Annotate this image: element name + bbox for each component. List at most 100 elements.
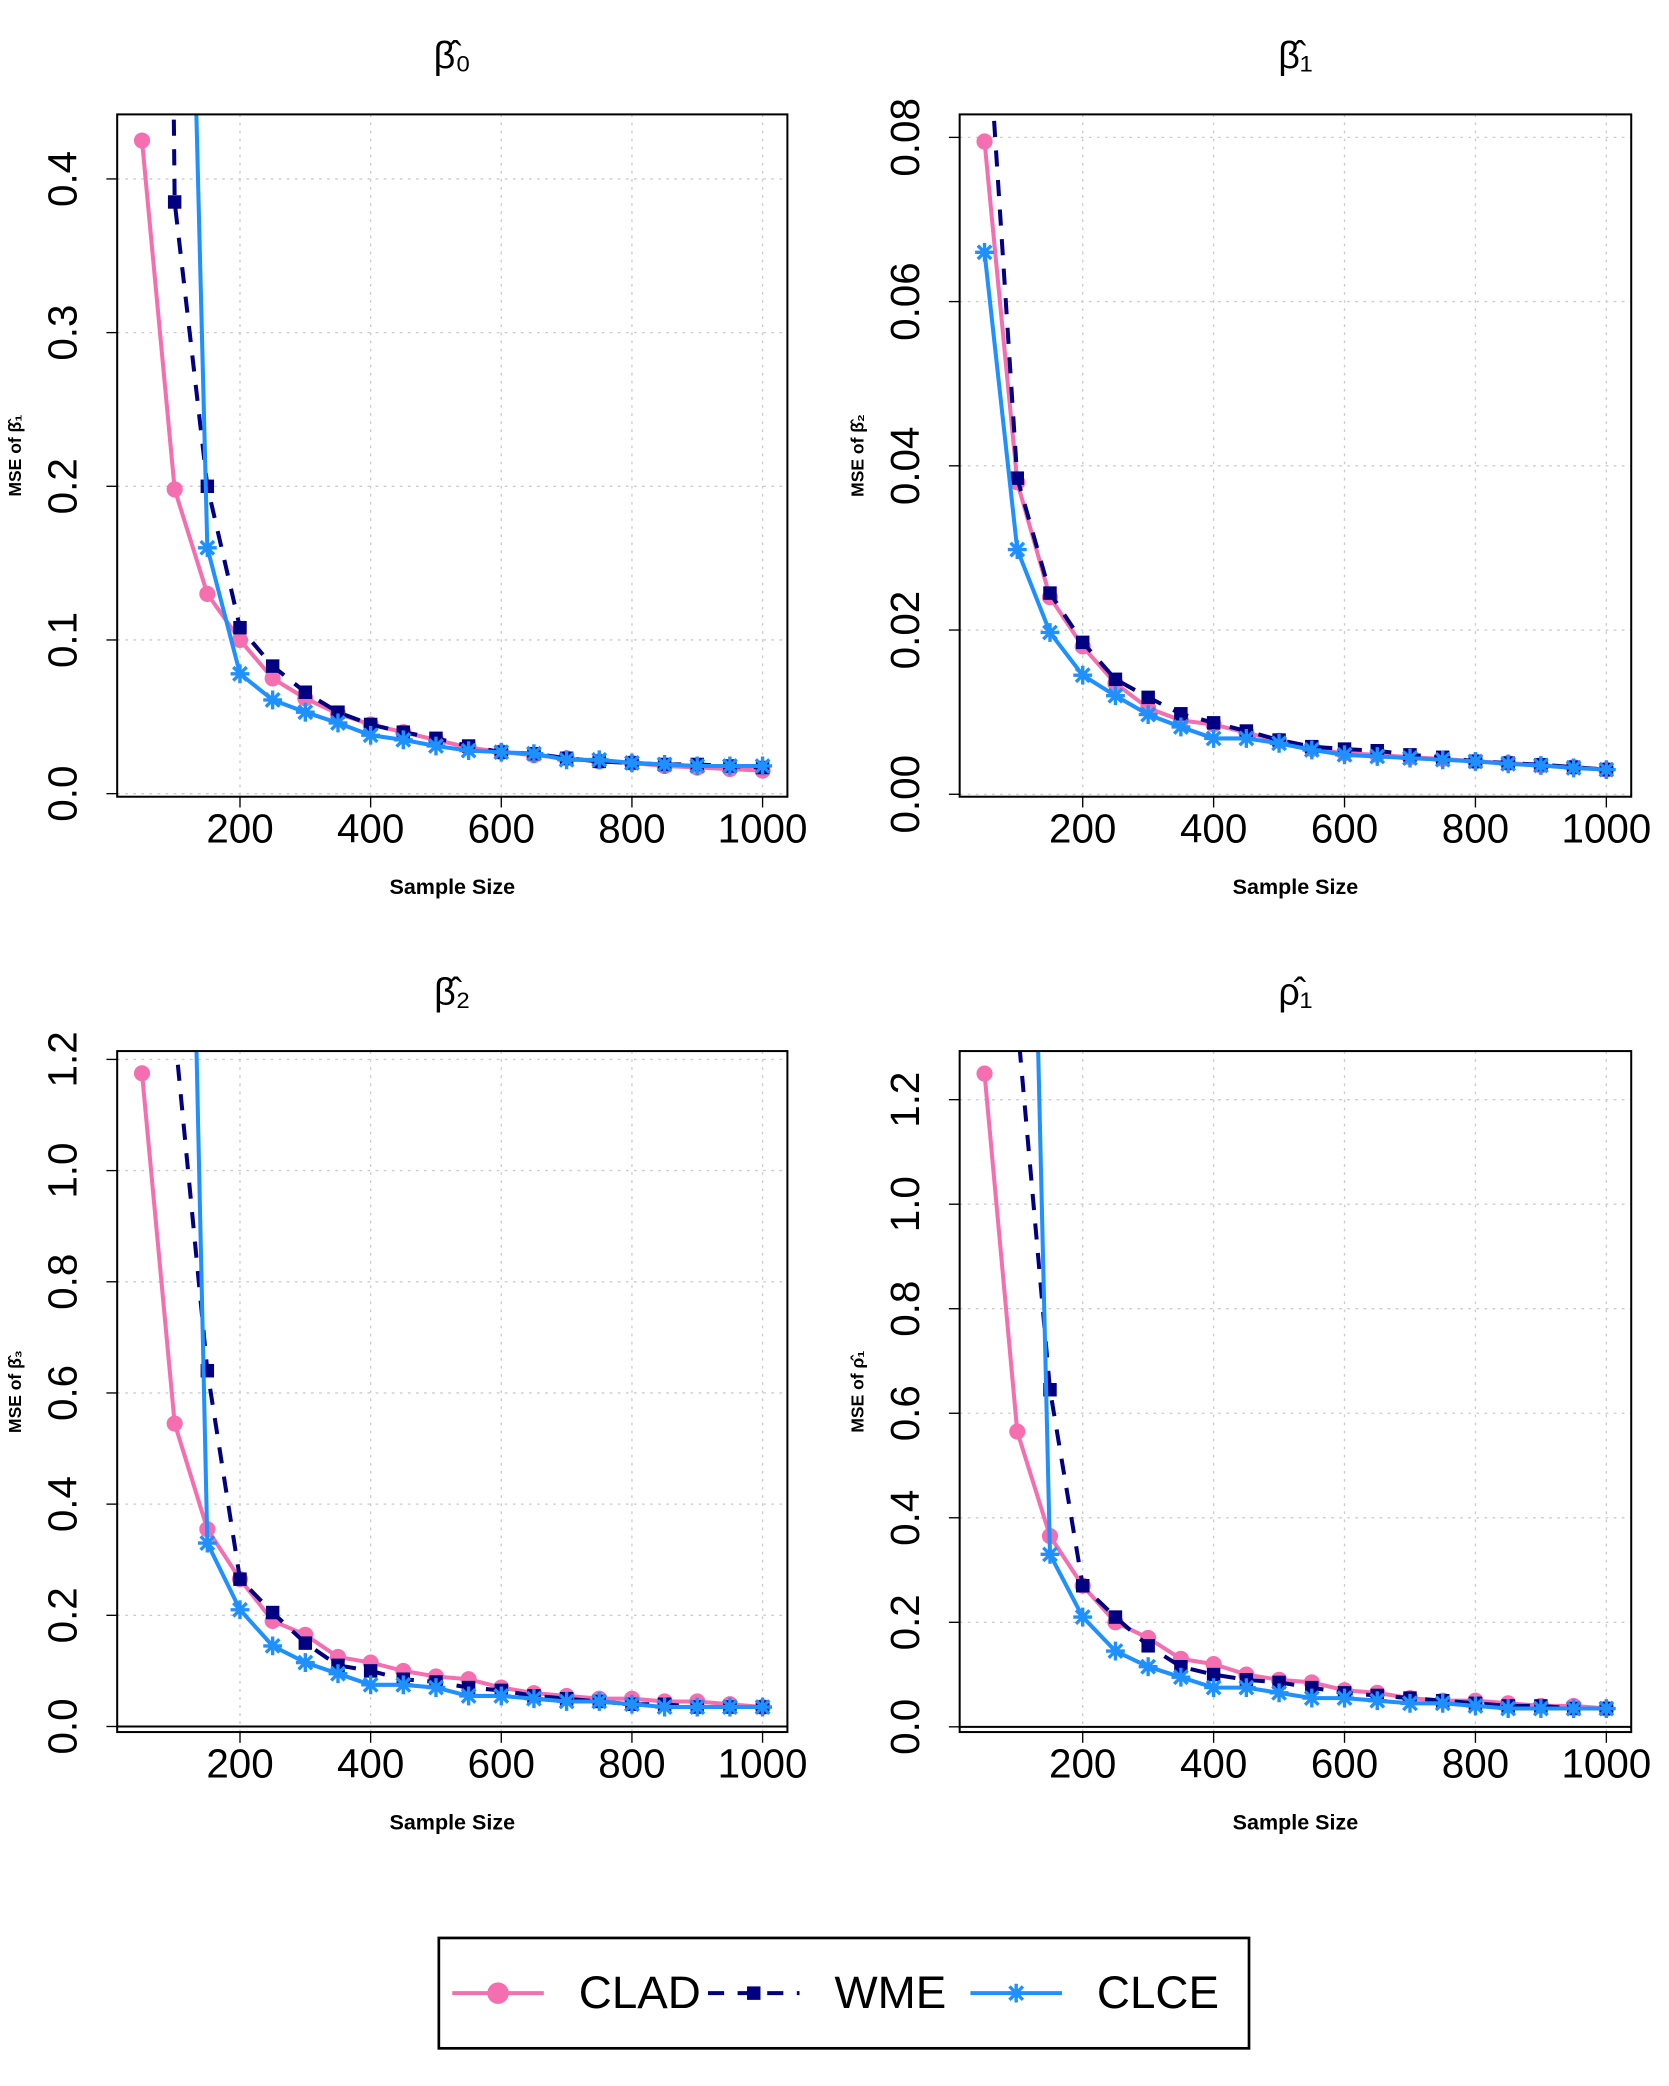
point bbox=[720, 756, 740, 776]
point bbox=[655, 1697, 675, 1717]
point bbox=[655, 755, 675, 774]
x-tick-label: 600 bbox=[1311, 1741, 1378, 1787]
point bbox=[1106, 1641, 1125, 1661]
point bbox=[1466, 751, 1485, 771]
y-axis-label: MSE of β̂₂ bbox=[847, 414, 867, 497]
point bbox=[1596, 1699, 1616, 1718]
point bbox=[363, 1664, 378, 1678]
y-tick-label: 0.0 bbox=[882, 1699, 928, 1755]
series-line bbox=[1036, 1051, 1607, 1711]
point bbox=[295, 702, 315, 722]
point bbox=[1106, 686, 1125, 706]
y-tick-label: 0.06 bbox=[882, 262, 928, 341]
point bbox=[1206, 1667, 1221, 1682]
point bbox=[720, 1697, 740, 1717]
y-axis-label: MSE of β̂₁ bbox=[5, 415, 25, 497]
series-line bbox=[982, 252, 1607, 772]
point bbox=[135, 52, 148, 65]
plot-frame bbox=[958, 1050, 1633, 1734]
point bbox=[1466, 1696, 1485, 1716]
plot-area bbox=[133, 114, 772, 779]
y-axis-label: MSE of β̂₃ bbox=[5, 1350, 25, 1433]
point bbox=[1174, 1659, 1188, 1674]
point bbox=[1305, 1680, 1319, 1695]
y-tick-label: 0.3 bbox=[40, 305, 86, 361]
point bbox=[1073, 1607, 1093, 1627]
y-tick-label: 0.0 bbox=[40, 1698, 86, 1754]
point bbox=[1204, 728, 1224, 748]
plot-frame bbox=[116, 1050, 789, 1734]
point bbox=[328, 713, 348, 733]
y-tick-label: 0.2 bbox=[40, 1587, 86, 1643]
point bbox=[133, 1065, 151, 1082]
point bbox=[589, 750, 609, 770]
x-tick-label: 1000 bbox=[718, 1741, 808, 1787]
legend-item: CLAD bbox=[452, 1967, 701, 2018]
y-tick-label: 0.2 bbox=[40, 458, 86, 514]
point bbox=[1075, 1578, 1090, 1593]
y-tick-label: 0.4 bbox=[40, 151, 86, 207]
point bbox=[1009, 1423, 1026, 1440]
series-line bbox=[991, 114, 1607, 772]
point bbox=[263, 1636, 283, 1656]
y-axis-label: MSE of ρ̂₁ bbox=[847, 1350, 867, 1432]
y-tick-label: 0.8 bbox=[40, 1254, 86, 1310]
point bbox=[1204, 1678, 1224, 1698]
x-tick-label: 200 bbox=[206, 805, 273, 851]
point bbox=[1043, 586, 1057, 600]
point bbox=[687, 1697, 707, 1717]
plot-area bbox=[133, 52, 772, 1717]
point bbox=[524, 1689, 544, 1709]
chart-title: β̂₂ bbox=[434, 971, 470, 1013]
y-tick-label: 0.4 bbox=[40, 1476, 86, 1532]
point bbox=[133, 132, 151, 149]
y-tick-label: 0.1 bbox=[40, 612, 86, 668]
point bbox=[1171, 717, 1191, 737]
x-axis-label: Sample Size bbox=[390, 1810, 516, 1834]
point bbox=[1564, 758, 1584, 778]
point bbox=[166, 481, 183, 498]
legend-label: WME bbox=[835, 1967, 947, 2018]
point bbox=[557, 1692, 577, 1711]
y-tick-label: 0.6 bbox=[882, 1385, 928, 1441]
x-tick-label: 800 bbox=[1442, 805, 1509, 851]
point bbox=[1269, 1683, 1289, 1703]
point bbox=[1302, 1688, 1322, 1708]
x-tick-label: 400 bbox=[1180, 805, 1247, 851]
y-tick-label: 0.8 bbox=[882, 1281, 928, 1337]
point bbox=[1367, 1691, 1387, 1711]
series-line bbox=[139, 1073, 763, 1710]
plot-frame bbox=[958, 113, 1633, 798]
point bbox=[331, 705, 345, 719]
point bbox=[1075, 635, 1090, 650]
point bbox=[524, 744, 544, 764]
y-tick-label: 1.2 bbox=[882, 1072, 928, 1128]
y-tick-label: 0.02 bbox=[882, 591, 928, 670]
point bbox=[1498, 754, 1518, 774]
point bbox=[1596, 760, 1616, 780]
legend-marker bbox=[747, 1986, 761, 2000]
x-tick-label: 200 bbox=[1049, 1741, 1116, 1787]
y-tick-label: 0.0 bbox=[40, 766, 86, 822]
chart-title: β̂₁ bbox=[1278, 34, 1312, 76]
point bbox=[1073, 665, 1093, 685]
point bbox=[1108, 672, 1123, 687]
point bbox=[393, 730, 413, 750]
chart-title: β̂₀ bbox=[434, 34, 471, 76]
point bbox=[1531, 756, 1551, 775]
point bbox=[426, 736, 446, 756]
x-axis-label: Sample Size bbox=[390, 875, 516, 899]
x-tick-label: 400 bbox=[1180, 1741, 1247, 1787]
point bbox=[1335, 745, 1354, 765]
point bbox=[589, 1692, 609, 1711]
point bbox=[1236, 1678, 1256, 1698]
point bbox=[1269, 733, 1289, 753]
point bbox=[459, 1686, 479, 1706]
series-line bbox=[1017, 1051, 1607, 1711]
plot-area bbox=[975, 114, 1616, 780]
x-tick-label: 400 bbox=[337, 805, 404, 851]
point bbox=[1564, 1699, 1584, 1718]
plot-area bbox=[976, 1051, 1616, 1718]
point bbox=[1272, 1675, 1286, 1690]
y-tick-label: 1.2 bbox=[40, 1031, 86, 1087]
